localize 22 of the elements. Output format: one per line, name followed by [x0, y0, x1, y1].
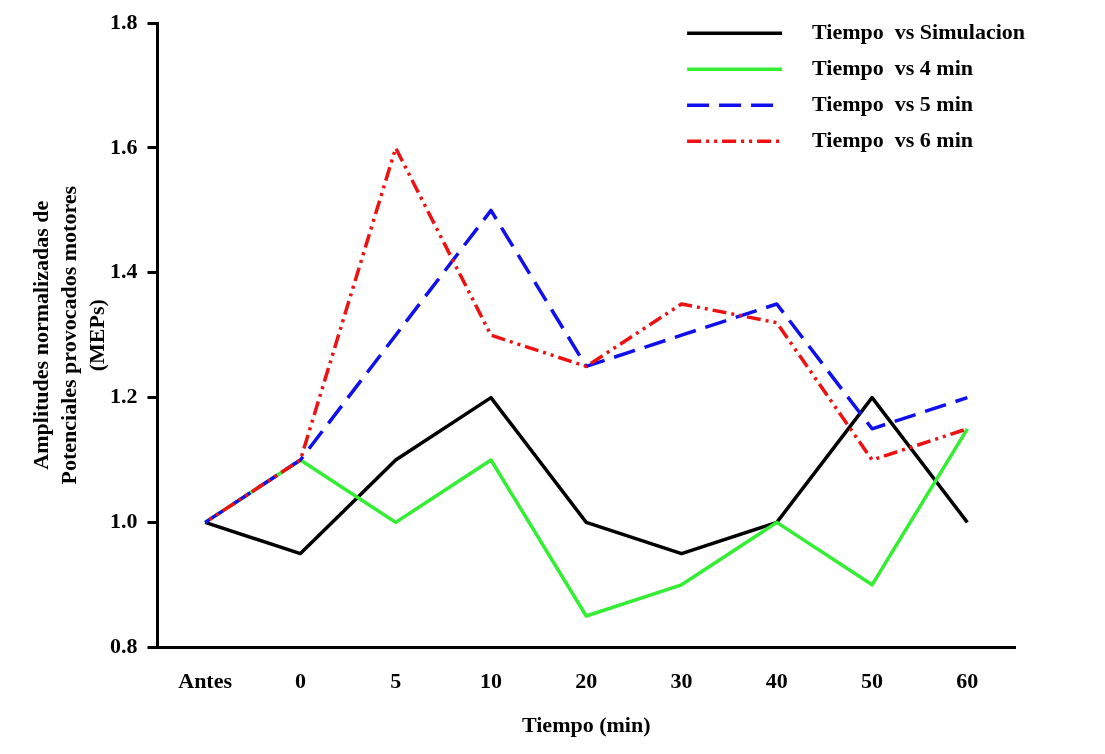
y-tick-label: 1.4 [110, 258, 138, 284]
y-tick-label: 1.6 [110, 133, 138, 159]
y-tick-label: 1.0 [110, 508, 138, 534]
x-tick-label: 5 [390, 668, 402, 694]
y-tick-label: 0.8 [110, 632, 138, 658]
x-tick-label: 60 [956, 668, 979, 694]
x-tick-label: 20 [575, 668, 598, 694]
y-tick-label: 1.8 [110, 8, 138, 34]
legend-label: Tiempo vs Simulacion [812, 18, 1026, 44]
legend-label: Tiempo vs 5 min [812, 90, 974, 116]
legend-label: Tiempo vs 4 min [812, 54, 974, 80]
x-tick-label: 50 [861, 668, 884, 694]
x-tick-label: Antes [178, 668, 233, 694]
x-tick-label: 40 [765, 668, 788, 694]
x-tick-label: 10 [479, 668, 502, 694]
line-series [203, 208, 970, 525]
legend-label: Tiempo vs 6 min [812, 126, 974, 152]
x-axis-title: Tiempo (min) [521, 712, 651, 738]
y-axis-title: Amplitudes normalizadas de Potenciales provocados motores (MEPs) [27, 185, 109, 485]
x-tick-label: 0 [294, 668, 306, 694]
x-tick-label: 30 [670, 668, 693, 694]
y-tick-label: 1.2 [110, 383, 138, 409]
